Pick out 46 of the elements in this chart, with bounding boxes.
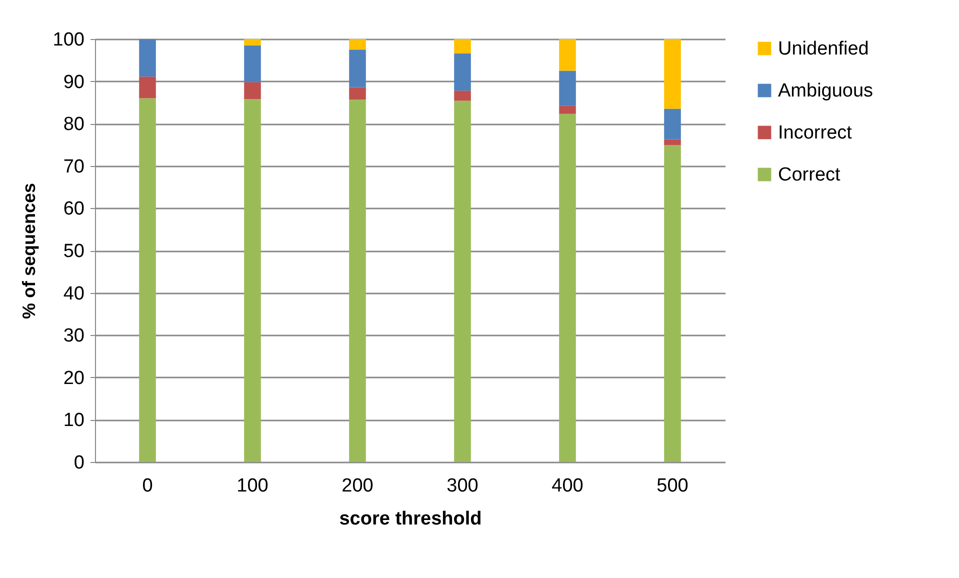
x-tick-label: 400: [552, 476, 584, 496]
bar: [559, 106, 576, 114]
y-tick-label: 50: [63, 241, 84, 262]
y-tick-label: 60: [63, 198, 84, 220]
bar: [349, 50, 366, 88]
bar: [244, 99, 261, 462]
bar: [244, 45, 261, 82]
bar: [559, 70, 576, 106]
bar: [559, 114, 576, 462]
bar: [139, 76, 156, 98]
x-tick-label: 300: [446, 476, 478, 496]
bar: [454, 90, 471, 101]
y-axis-title: % of sequences: [18, 182, 39, 320]
x-tick-label: 500: [656, 476, 688, 496]
bar: [244, 82, 261, 100]
bar: [664, 139, 681, 146]
bar: [349, 39, 366, 50]
bar: [664, 145, 681, 462]
bar: [139, 98, 156, 462]
y-tick-label: 0: [74, 452, 84, 474]
y-tick-label: 30: [63, 326, 84, 347]
y-tick-label: 70: [63, 156, 84, 178]
y-tick-label: 10: [63, 410, 84, 432]
x-tick-label: 100: [236, 476, 268, 496]
bar: [559, 39, 576, 71]
y-tick-label: 20: [63, 368, 84, 389]
bar: [664, 39, 681, 109]
bar: [454, 53, 471, 91]
bar: [349, 87, 366, 100]
legend-label: Ambiguous: [778, 80, 874, 102]
bar: [349, 99, 366, 462]
x-tick-label: 200: [342, 476, 374, 496]
bar: [454, 100, 471, 462]
bar: [454, 39, 471, 54]
bar: [139, 39, 156, 77]
bar: [664, 108, 681, 140]
bar: [244, 39, 261, 46]
y-tick-label: 80: [63, 114, 84, 136]
legend-label: Unidenfied: [778, 38, 869, 60]
x-axis-title: score threshold: [339, 508, 482, 530]
x-tick-label: 0: [142, 476, 153, 496]
legend-label: Incorrect: [778, 122, 853, 144]
y-tick-label: 100: [52, 30, 84, 50]
legend-label: Correct: [778, 164, 842, 186]
y-tick-label: 40: [63, 283, 84, 304]
y-tick-label: 90: [63, 72, 84, 93]
